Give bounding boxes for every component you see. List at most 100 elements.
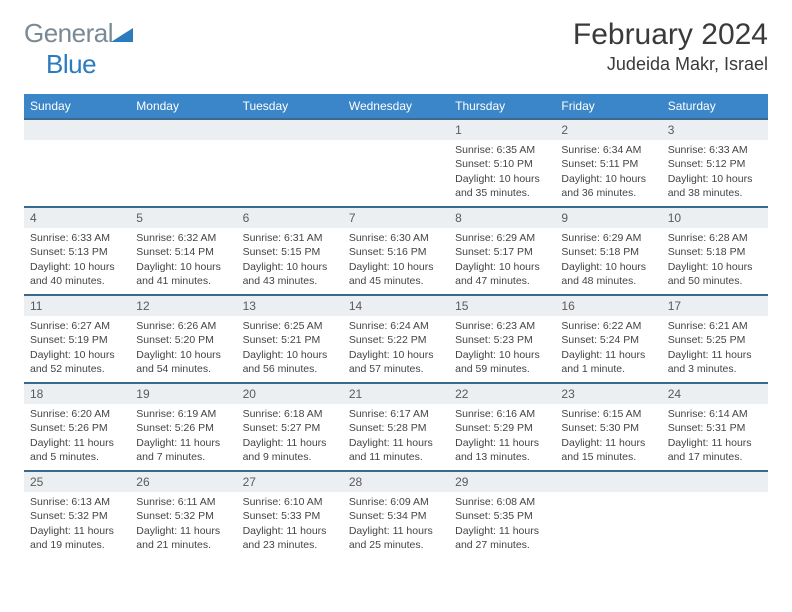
calendar-day-cell: 26Sunrise: 6:11 AMSunset: 5:32 PMDayligh… <box>130 471 236 559</box>
day-number: 22 <box>449 384 555 404</box>
sunrise-text: Sunrise: 6:15 AM <box>561 407 655 421</box>
sunset-text: Sunset: 5:26 PM <box>136 421 230 435</box>
daylight-text: Daylight: 11 hours and 17 minutes. <box>668 436 762 464</box>
daylight-text: Daylight: 11 hours and 19 minutes. <box>30 524 124 552</box>
sunset-text: Sunset: 5:33 PM <box>243 509 337 523</box>
sunrise-text: Sunrise: 6:33 AM <box>668 143 762 157</box>
day-content: Sunrise: 6:35 AMSunset: 5:10 PMDaylight:… <box>449 140 555 206</box>
daylight-text: Daylight: 10 hours and 43 minutes. <box>243 260 337 288</box>
dow-friday: Friday <box>555 94 661 119</box>
calendar-day-cell: 25Sunrise: 6:13 AMSunset: 5:32 PMDayligh… <box>24 471 130 559</box>
calendar-week-row: 25Sunrise: 6:13 AMSunset: 5:32 PMDayligh… <box>24 471 768 559</box>
calendar-week-row: 4Sunrise: 6:33 AMSunset: 5:13 PMDaylight… <box>24 207 768 295</box>
day-number: 13 <box>237 296 343 316</box>
calendar-day-cell <box>237 119 343 207</box>
daylight-text: Daylight: 10 hours and 38 minutes. <box>668 172 762 200</box>
day-content: Sunrise: 6:33 AMSunset: 5:13 PMDaylight:… <box>24 228 130 294</box>
dow-sunday: Sunday <box>24 94 130 119</box>
sunset-text: Sunset: 5:16 PM <box>349 245 443 259</box>
calendar-day-cell: 8Sunrise: 6:29 AMSunset: 5:17 PMDaylight… <box>449 207 555 295</box>
day-content: Sunrise: 6:32 AMSunset: 5:14 PMDaylight:… <box>130 228 236 294</box>
sunset-text: Sunset: 5:13 PM <box>30 245 124 259</box>
logo: General Blue <box>24 18 133 80</box>
day-number <box>343 120 449 140</box>
day-content: Sunrise: 6:21 AMSunset: 5:25 PMDaylight:… <box>662 316 768 382</box>
day-number: 21 <box>343 384 449 404</box>
logo-triangle-icon <box>111 18 133 49</box>
day-content: Sunrise: 6:34 AMSunset: 5:11 PMDaylight:… <box>555 140 661 206</box>
day-content: Sunrise: 6:08 AMSunset: 5:35 PMDaylight:… <box>449 492 555 558</box>
sunrise-text: Sunrise: 6:09 AM <box>349 495 443 509</box>
sunrise-text: Sunrise: 6:08 AM <box>455 495 549 509</box>
daylight-text: Daylight: 10 hours and 59 minutes. <box>455 348 549 376</box>
sunset-text: Sunset: 5:28 PM <box>349 421 443 435</box>
sunset-text: Sunset: 5:32 PM <box>30 509 124 523</box>
sunrise-text: Sunrise: 6:28 AM <box>668 231 762 245</box>
sunset-text: Sunset: 5:20 PM <box>136 333 230 347</box>
sunrise-text: Sunrise: 6:33 AM <box>30 231 124 245</box>
day-number: 2 <box>555 120 661 140</box>
daylight-text: Daylight: 10 hours and 47 minutes. <box>455 260 549 288</box>
sunset-text: Sunset: 5:32 PM <box>136 509 230 523</box>
day-content: Sunrise: 6:26 AMSunset: 5:20 PMDaylight:… <box>130 316 236 382</box>
day-content: Sunrise: 6:25 AMSunset: 5:21 PMDaylight:… <box>237 316 343 382</box>
calendar-day-cell: 7Sunrise: 6:30 AMSunset: 5:16 PMDaylight… <box>343 207 449 295</box>
day-content: Sunrise: 6:31 AMSunset: 5:15 PMDaylight:… <box>237 228 343 294</box>
sunrise-text: Sunrise: 6:29 AM <box>561 231 655 245</box>
day-number: 28 <box>343 472 449 492</box>
daylight-text: Daylight: 11 hours and 23 minutes. <box>243 524 337 552</box>
day-number: 20 <box>237 384 343 404</box>
sunset-text: Sunset: 5:30 PM <box>561 421 655 435</box>
calendar-head-row: Sunday Monday Tuesday Wednesday Thursday… <box>24 94 768 119</box>
day-content: Sunrise: 6:29 AMSunset: 5:17 PMDaylight:… <box>449 228 555 294</box>
sunrise-text: Sunrise: 6:25 AM <box>243 319 337 333</box>
sunset-text: Sunset: 5:26 PM <box>30 421 124 435</box>
daylight-text: Daylight: 11 hours and 3 minutes. <box>668 348 762 376</box>
calendar-day-cell: 5Sunrise: 6:32 AMSunset: 5:14 PMDaylight… <box>130 207 236 295</box>
day-number: 14 <box>343 296 449 316</box>
day-number <box>130 120 236 140</box>
dow-thursday: Thursday <box>449 94 555 119</box>
day-number: 29 <box>449 472 555 492</box>
day-content: Sunrise: 6:14 AMSunset: 5:31 PMDaylight:… <box>662 404 768 470</box>
sunset-text: Sunset: 5:14 PM <box>136 245 230 259</box>
calendar-day-cell: 18Sunrise: 6:20 AMSunset: 5:26 PMDayligh… <box>24 383 130 471</box>
day-content: Sunrise: 6:13 AMSunset: 5:32 PMDaylight:… <box>24 492 130 558</box>
daylight-text: Daylight: 11 hours and 25 minutes. <box>349 524 443 552</box>
page-header: General Blue February 2024 Judeida Makr,… <box>24 18 768 80</box>
dow-saturday: Saturday <box>662 94 768 119</box>
calendar-day-cell: 24Sunrise: 6:14 AMSunset: 5:31 PMDayligh… <box>662 383 768 471</box>
day-content: Sunrise: 6:09 AMSunset: 5:34 PMDaylight:… <box>343 492 449 558</box>
day-number: 18 <box>24 384 130 404</box>
calendar-day-cell: 19Sunrise: 6:19 AMSunset: 5:26 PMDayligh… <box>130 383 236 471</box>
day-content: Sunrise: 6:28 AMSunset: 5:18 PMDaylight:… <box>662 228 768 294</box>
sunrise-text: Sunrise: 6:30 AM <box>349 231 443 245</box>
daylight-text: Daylight: 10 hours and 45 minutes. <box>349 260 443 288</box>
calendar-day-cell: 13Sunrise: 6:25 AMSunset: 5:21 PMDayligh… <box>237 295 343 383</box>
calendar-day-cell: 22Sunrise: 6:16 AMSunset: 5:29 PMDayligh… <box>449 383 555 471</box>
sunrise-text: Sunrise: 6:11 AM <box>136 495 230 509</box>
sunset-text: Sunset: 5:34 PM <box>349 509 443 523</box>
daylight-text: Daylight: 10 hours and 40 minutes. <box>30 260 124 288</box>
calendar-day-cell: 2Sunrise: 6:34 AMSunset: 5:11 PMDaylight… <box>555 119 661 207</box>
sunset-text: Sunset: 5:31 PM <box>668 421 762 435</box>
daylight-text: Daylight: 10 hours and 50 minutes. <box>668 260 762 288</box>
daylight-text: Daylight: 10 hours and 36 minutes. <box>561 172 655 200</box>
calendar-day-cell: 21Sunrise: 6:17 AMSunset: 5:28 PMDayligh… <box>343 383 449 471</box>
sunset-text: Sunset: 5:29 PM <box>455 421 549 435</box>
daylight-text: Daylight: 11 hours and 9 minutes. <box>243 436 337 464</box>
sunset-text: Sunset: 5:18 PM <box>561 245 655 259</box>
logo-word-general: General <box>24 18 113 48</box>
day-number: 8 <box>449 208 555 228</box>
sunset-text: Sunset: 5:24 PM <box>561 333 655 347</box>
daylight-text: Daylight: 10 hours and 35 minutes. <box>455 172 549 200</box>
sunrise-text: Sunrise: 6:10 AM <box>243 495 337 509</box>
sunrise-text: Sunrise: 6:34 AM <box>561 143 655 157</box>
calendar-day-cell: 15Sunrise: 6:23 AMSunset: 5:23 PMDayligh… <box>449 295 555 383</box>
calendar-week-row: 11Sunrise: 6:27 AMSunset: 5:19 PMDayligh… <box>24 295 768 383</box>
calendar-day-cell: 1Sunrise: 6:35 AMSunset: 5:10 PMDaylight… <box>449 119 555 207</box>
sunrise-text: Sunrise: 6:22 AM <box>561 319 655 333</box>
sunrise-text: Sunrise: 6:23 AM <box>455 319 549 333</box>
calendar-day-cell: 20Sunrise: 6:18 AMSunset: 5:27 PMDayligh… <box>237 383 343 471</box>
day-number: 9 <box>555 208 661 228</box>
